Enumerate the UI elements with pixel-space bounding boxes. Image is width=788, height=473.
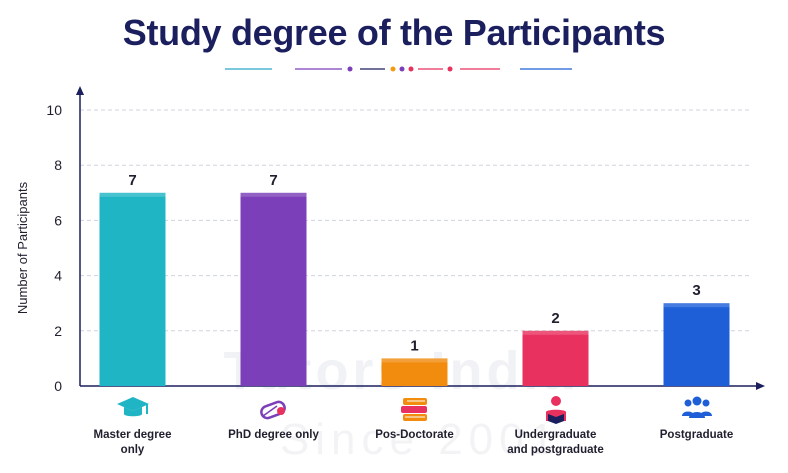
chart-title: Study degree of the Participants: [122, 12, 666, 53]
x-category-label: Master degree only: [68, 428, 198, 458]
bar-highlight: [663, 303, 730, 308]
y-tick-label: 10: [46, 102, 62, 118]
bar: [663, 303, 730, 386]
data-label: 2: [551, 310, 559, 327]
bar: [99, 192, 166, 386]
data-label: 7: [128, 172, 136, 189]
x-category-label-line: PhD degree only: [228, 429, 319, 441]
y-tick-label: 6: [54, 212, 62, 228]
x-category-label-line: Master degree: [93, 429, 172, 441]
bar-highlight: [381, 358, 448, 363]
y-tick-label: 0: [54, 378, 62, 394]
x-category-label-line: Pos-Doctorate: [375, 429, 454, 441]
y-tick-label: 4: [54, 268, 62, 284]
books-stack-icon: [398, 394, 432, 424]
group-people-icon: [680, 394, 714, 424]
bar: [240, 192, 307, 386]
bar: [381, 358, 448, 386]
y-tick-label: 2: [54, 323, 62, 339]
x-category-label-line: Undergraduate: [514, 429, 597, 441]
student-reading-icon: [539, 394, 573, 424]
y-tick-label: 8: [54, 157, 62, 173]
x-category-label: Undergraduate and postgraduate: [491, 428, 621, 458]
bar: [522, 330, 589, 386]
y-axis-label: Number of Participants: [15, 181, 30, 314]
x-category-label-line: only: [120, 444, 145, 456]
graduation-cap-icon: [116, 394, 150, 424]
data-label: 7: [269, 172, 277, 189]
data-label: 3: [692, 282, 700, 299]
y-axis-arrow: [76, 86, 84, 95]
x-category-label-line: Postgraduate: [659, 429, 734, 441]
x-category-label: Pos-Doctorate: [350, 428, 480, 443]
bar-highlight: [99, 192, 166, 197]
bar-highlight: [240, 192, 307, 197]
x-category-label: PhD degree only: [209, 428, 339, 443]
x-category-label: Postgraduate: [632, 428, 762, 443]
bar-highlight: [522, 330, 589, 335]
data-label: 1: [410, 337, 418, 354]
diploma-scroll-icon: [257, 394, 291, 424]
watermark-since-text: Since 2001: [279, 415, 561, 464]
x-category-label-line: and postgraduate: [507, 444, 604, 456]
x-axis-arrow: [756, 382, 765, 390]
